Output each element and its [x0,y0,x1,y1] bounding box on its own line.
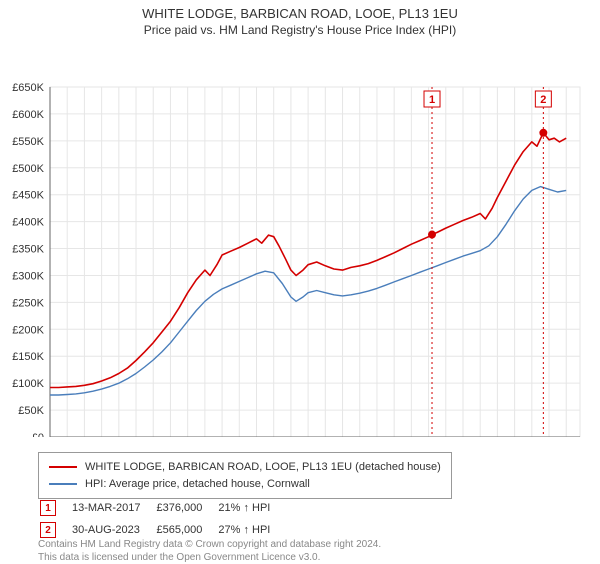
table-row: 2 30-AUG-2023£565,00027% ↑ HPI [40,520,284,540]
svg-text:£450K: £450K [12,190,44,202]
legend-swatch [49,483,77,485]
chart-svg: £0 £50K £100K £150K £200K £250K £300K £350K £400… [0,37,600,437]
price-chart-container: { "title": "WHITE LODGE, BARBICAN ROAD, … [0,0,600,560]
footnote-line2: This data is licensed under the Open Gov… [38,551,381,564]
sale-delta: 27% ↑ HPI [218,520,284,540]
sale-date: 30-AUG-2023 [72,520,154,540]
table-row: 1 13-MAR-2017£376,00021% ↑ HPI [40,498,284,518]
sale-date: 13-MAR-2017 [72,498,154,518]
svg-text:£300K: £300K [12,270,44,282]
svg-text:£150K: £150K [12,351,44,363]
svg-text:£200K: £200K [12,324,44,336]
svg-text:£0: £0 [32,432,44,437]
sale-price: £565,000 [156,520,216,540]
sale-price: £376,000 [156,498,216,518]
footnote: Contains HM Land Registry data © Crown c… [38,538,381,564]
svg-text:£600K: £600K [12,109,44,121]
chart-titles: WHITE LODGE, BARBICAN ROAD, LOOE, PL13 1… [0,0,600,37]
svg-text:2: 2 [540,94,546,106]
legend-label: WHITE LODGE, BARBICAN ROAD, LOOE, PL13 1… [85,459,441,476]
chart-subtitle: Price paid vs. HM Land Registry's House … [0,23,600,37]
svg-text:£400K: £400K [12,217,44,229]
sale-marker-badge: 2 [40,522,56,538]
svg-text:£550K: £550K [12,136,44,148]
legend-swatch [49,466,77,468]
svg-text:£650K: £650K [12,82,44,94]
legend-label: HPI: Average price, detached house, Corn… [85,476,310,493]
svg-text:1: 1 [429,94,435,106]
svg-text:£250K: £250K [12,297,44,309]
svg-text:£100K: £100K [12,378,44,390]
svg-text:£500K: £500K [12,163,44,175]
chart-title: WHITE LODGE, BARBICAN ROAD, LOOE, PL13 1… [0,6,600,21]
svg-text:£50K: £50K [18,405,44,417]
svg-text:£350K: £350K [12,244,44,256]
legend-box: WHITE LODGE, BARBICAN ROAD, LOOE, PL13 1… [38,452,452,499]
sale-delta: 21% ↑ HPI [218,498,284,518]
footnote-line1: Contains HM Land Registry data © Crown c… [38,538,381,551]
legend-item: HPI: Average price, detached house, Corn… [49,476,441,493]
sale-marker-badge: 1 [40,500,56,516]
sales-table: 1 13-MAR-2017£376,00021% ↑ HPI 2 30-AUG-202… [38,496,286,542]
legend-item: WHITE LODGE, BARBICAN ROAD, LOOE, PL13 1… [49,459,441,476]
